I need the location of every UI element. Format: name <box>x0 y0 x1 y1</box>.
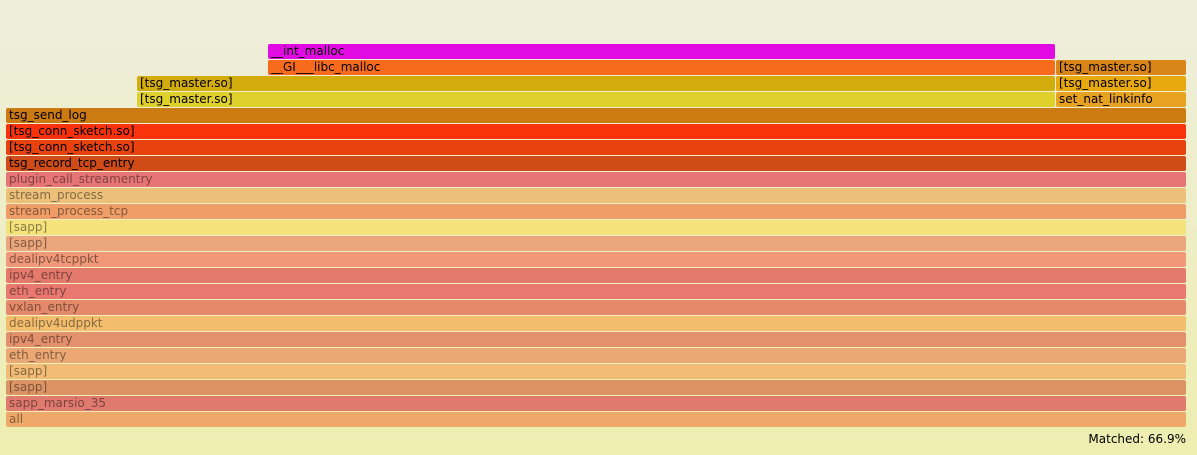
flame-frame[interactable]: sapp_marsio_35 <box>6 396 1186 411</box>
flame-frame[interactable]: [sapp] <box>6 380 1186 395</box>
flame-frame[interactable]: stream_process <box>6 188 1186 203</box>
flame-frame[interactable]: [tsg_conn_sketch.so] <box>6 124 1186 139</box>
flame-frame[interactable]: ipv4_entry <box>6 332 1186 347</box>
flame-frame[interactable]: vxlan_entry <box>6 300 1186 315</box>
flame-frame[interactable]: [tsg_master.so] <box>1056 76 1186 91</box>
flame-frame[interactable]: eth_entry <box>6 348 1186 363</box>
flame-frame[interactable]: __GI___libc_malloc <box>268 60 1055 75</box>
flame-frame[interactable]: tsg_record_tcp_entry <box>6 156 1186 171</box>
flame-frame[interactable]: [tsg_master.so] <box>1056 60 1186 75</box>
matched-percentage-label: Matched: 66.9% <box>1088 432 1186 446</box>
flame-frame[interactable]: eth_entry <box>6 284 1186 299</box>
flame-frame[interactable]: stream_process_tcp <box>6 204 1186 219</box>
flame-frame[interactable]: [tsg_master.so] <box>137 92 1055 107</box>
flame-frame[interactable]: ipv4_entry <box>6 268 1186 283</box>
flame-frame[interactable]: dealipv4udppkt <box>6 316 1186 331</box>
flame-frame[interactable]: __int_malloc <box>268 44 1055 59</box>
flame-frame[interactable]: [sapp] <box>6 220 1186 235</box>
flame-frame[interactable]: [sapp] <box>6 236 1186 251</box>
flame-frame[interactable]: [tsg_master.so] <box>137 76 1055 91</box>
flame-frame[interactable]: [tsg_conn_sketch.so] <box>6 140 1186 155</box>
flame-frame[interactable]: [sapp] <box>6 364 1186 379</box>
flame-frame[interactable]: dealipv4tcppkt <box>6 252 1186 267</box>
flame-frame[interactable]: set_nat_linkinfo <box>1056 92 1186 107</box>
flame-frame[interactable]: tsg_send_log <box>6 108 1186 123</box>
flame-frame[interactable]: all <box>6 412 1186 427</box>
flame-frame[interactable]: plugin_call_streamentry <box>6 172 1186 187</box>
